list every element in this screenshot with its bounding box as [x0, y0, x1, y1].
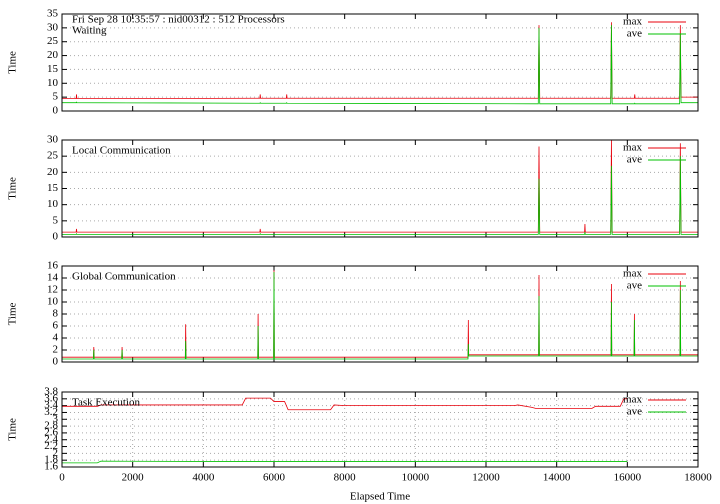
y-tick-label: 30: [47, 134, 59, 146]
y-tick-label: 10: [47, 296, 59, 308]
y-tick-label: 12: [47, 284, 58, 296]
plot-frame: [61, 391, 699, 468]
y-tick-label: 14: [47, 272, 59, 284]
legend-label: ave: [627, 28, 642, 40]
series-line: [62, 25, 698, 105]
x-tick-label: 0: [59, 472, 65, 484]
y-tick-label: 1.8: [44, 454, 58, 466]
y-tick-label: 30: [47, 21, 59, 33]
x-tick-label: 16000: [614, 472, 642, 484]
y-tick-label: 15: [47, 63, 59, 75]
y-tick-label: 10: [47, 198, 59, 210]
legend-label: max: [623, 16, 642, 28]
y-tick-label: 8: [53, 308, 59, 320]
x-tick-label: 8000: [334, 472, 357, 484]
y-tick-label: 25: [47, 35, 59, 47]
y-tick-label: 2: [53, 344, 59, 356]
y-tick-label: 3.4: [44, 399, 58, 411]
x-tick-label: 6000: [263, 472, 286, 484]
y-tick-label: 0: [53, 356, 59, 368]
x-tick-label: 18000: [684, 472, 712, 484]
y-tick-label: 5: [53, 214, 59, 226]
y-tick-label: 2.2: [44, 440, 58, 452]
plot-frame: [61, 13, 699, 112]
series-line: [62, 156, 698, 235]
y-axis-label: Time: [7, 418, 19, 441]
y-tick-label: 0: [53, 231, 59, 243]
y-tick-label: 3: [53, 413, 59, 425]
x-tick-label: 10000: [402, 472, 430, 484]
chart-header: Fri Sep 28 10:35:57 : nid00312 : 512 Pro…: [72, 14, 285, 26]
x-axis-label: Elapsed Time: [350, 491, 410, 503]
series-line: [62, 460, 628, 464]
series-line: [62, 397, 628, 411]
panel-title: Global Communication: [72, 271, 176, 283]
panel-title: Waiting: [72, 25, 107, 37]
series-line: [62, 271, 698, 360]
y-tick-label: 2: [53, 447, 59, 459]
y-tick-label: 2.8: [44, 420, 58, 432]
y-tick-label: 5: [53, 91, 59, 103]
series-line: [62, 139, 698, 233]
y-axis-label: Time: [7, 302, 19, 325]
panel-title: Local Communication: [72, 145, 171, 157]
y-tick-label: 15: [47, 182, 59, 194]
series-line: [62, 22, 698, 99]
y-tick-label: 10: [47, 77, 59, 89]
panel-title: Task Execution: [72, 397, 140, 409]
y-tick-label: 25: [47, 150, 59, 162]
legend-label: ave: [627, 154, 642, 166]
x-tick-label: 2000: [122, 472, 145, 484]
y-tick-label: 3.8: [44, 386, 58, 398]
legend-label: max: [623, 394, 642, 406]
y-tick-label: 6: [53, 320, 59, 332]
y-tick-label: 1.6: [44, 461, 58, 473]
y-tick-label: 20: [47, 166, 59, 178]
y-axis-label: Time: [7, 177, 19, 200]
y-tick-label: 3.6: [44, 392, 58, 404]
legend-label: max: [623, 268, 642, 280]
y-axis-label: Time: [7, 51, 19, 74]
legend-label: max: [623, 142, 642, 154]
legend-label: ave: [627, 406, 642, 418]
x-tick-label: 14000: [543, 472, 571, 484]
plot-frame: [61, 265, 699, 363]
y-tick-label: 2.4: [44, 433, 58, 445]
y-tick-label: 35: [47, 8, 59, 20]
y-tick-label: 20: [47, 49, 59, 61]
plot-frame: [61, 139, 699, 238]
x-tick-label: 4000: [192, 472, 215, 484]
y-tick-label: 16: [47, 260, 59, 272]
y-tick-label: 4: [53, 332, 59, 344]
y-tick-label: 3.2: [44, 406, 58, 418]
y-tick-label: 0: [53, 105, 59, 117]
x-tick-label: 12000: [472, 472, 500, 484]
y-tick-label: 2.6: [44, 426, 58, 438]
legend-label: ave: [627, 280, 642, 292]
